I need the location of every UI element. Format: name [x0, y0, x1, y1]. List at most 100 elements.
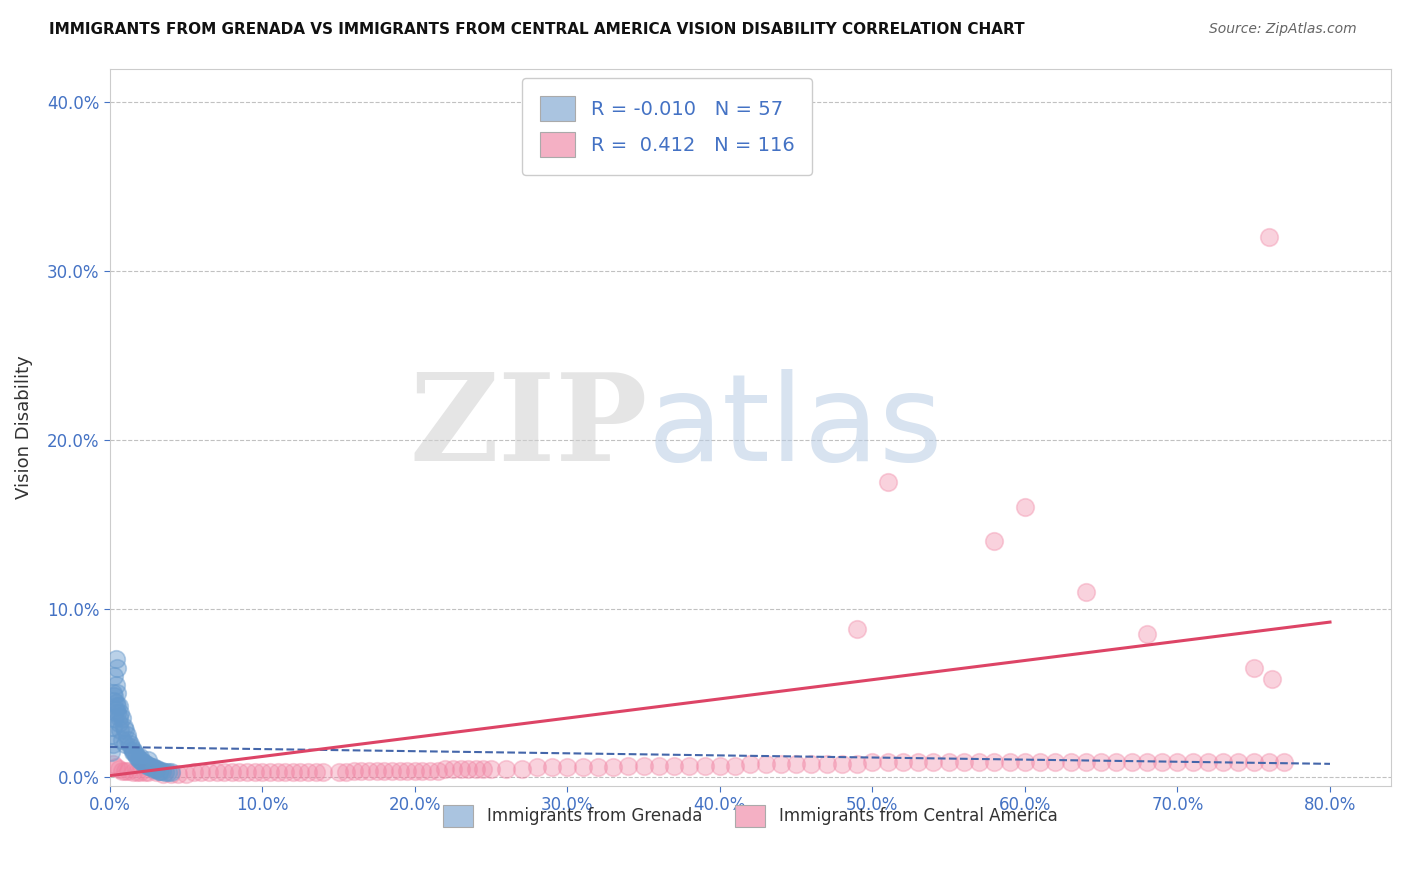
- Point: [121, 765, 143, 780]
- Point: [312, 765, 335, 780]
- Point: [122, 745, 145, 759]
- Point: [983, 534, 1005, 549]
- Point: [678, 758, 700, 772]
- Point: [148, 764, 170, 778]
- Point: [907, 755, 929, 769]
- Point: [1136, 755, 1159, 769]
- Point: [108, 716, 131, 731]
- Point: [693, 758, 716, 772]
- Point: [450, 762, 472, 776]
- Point: [115, 728, 138, 742]
- Point: [479, 762, 502, 776]
- Text: atlas: atlas: [648, 368, 943, 485]
- Point: [143, 762, 166, 776]
- Point: [1181, 755, 1204, 769]
- Point: [557, 760, 579, 774]
- Point: [846, 622, 869, 636]
- Point: [1045, 755, 1067, 769]
- Point: [297, 765, 319, 780]
- Point: [107, 686, 129, 700]
- Point: [769, 756, 792, 771]
- Point: [662, 758, 685, 772]
- Point: [153, 765, 176, 780]
- Y-axis label: Vision Disability: Vision Disability: [15, 355, 32, 499]
- Legend: Immigrants from Grenada, Immigrants from Central America: Immigrants from Grenada, Immigrants from…: [434, 797, 1066, 835]
- Point: [104, 652, 127, 666]
- Point: [190, 765, 212, 780]
- Point: [876, 475, 898, 489]
- Point: [922, 755, 945, 769]
- Point: [648, 758, 671, 772]
- Point: [103, 711, 125, 725]
- Point: [350, 764, 373, 778]
- Point: [132, 755, 155, 769]
- Text: ZIP: ZIP: [409, 368, 648, 486]
- Point: [1243, 660, 1265, 674]
- Point: [149, 764, 172, 778]
- Point: [159, 765, 181, 780]
- Point: [464, 762, 486, 776]
- Point: [495, 762, 517, 776]
- Point: [396, 764, 419, 778]
- Point: [305, 765, 328, 780]
- Point: [145, 762, 167, 776]
- Point: [104, 696, 127, 710]
- Point: [1136, 627, 1159, 641]
- Point: [110, 706, 132, 721]
- Point: [134, 765, 156, 780]
- Point: [129, 750, 152, 764]
- Point: [1029, 755, 1052, 769]
- Point: [114, 723, 136, 737]
- Point: [104, 703, 127, 717]
- Point: [831, 756, 853, 771]
- Point: [998, 755, 1021, 769]
- Point: [111, 764, 134, 778]
- Text: IMMIGRANTS FROM GRENADA VS IMMIGRANTS FROM CENTRAL AMERICA VISION DISABILITY COR: IMMIGRANTS FROM GRENADA VS IMMIGRANTS FR…: [49, 22, 1025, 37]
- Point: [228, 765, 250, 780]
- Point: [404, 764, 426, 778]
- Point: [127, 750, 149, 764]
- Point: [131, 755, 153, 769]
- Point: [100, 728, 122, 742]
- Point: [114, 764, 136, 778]
- Point: [129, 765, 152, 780]
- Point: [1272, 755, 1295, 769]
- Point: [101, 686, 124, 700]
- Point: [107, 660, 129, 674]
- Point: [709, 758, 731, 772]
- Point: [328, 765, 350, 780]
- Point: [617, 758, 640, 772]
- Point: [150, 764, 173, 778]
- Point: [891, 755, 914, 769]
- Point: [510, 762, 533, 776]
- Point: [457, 762, 479, 776]
- Point: [953, 755, 976, 769]
- Point: [1121, 755, 1143, 769]
- Point: [152, 767, 174, 781]
- Point: [125, 748, 148, 763]
- Point: [1197, 755, 1219, 769]
- Point: [1014, 755, 1036, 769]
- Point: [146, 762, 169, 776]
- Point: [145, 765, 167, 780]
- Point: [290, 765, 312, 780]
- Point: [107, 706, 129, 721]
- Point: [1074, 755, 1097, 769]
- Point: [101, 720, 124, 734]
- Point: [800, 756, 823, 771]
- Point: [1060, 755, 1083, 769]
- Point: [335, 765, 357, 780]
- Point: [112, 720, 135, 734]
- Point: [472, 762, 495, 776]
- Point: [343, 764, 366, 778]
- Point: [107, 699, 129, 714]
- Point: [411, 764, 433, 778]
- Point: [967, 755, 990, 769]
- Point: [846, 756, 869, 771]
- Point: [174, 767, 197, 781]
- Point: [259, 765, 281, 780]
- Point: [121, 745, 143, 759]
- Point: [118, 737, 141, 751]
- Point: [860, 755, 883, 769]
- Point: [1105, 755, 1128, 769]
